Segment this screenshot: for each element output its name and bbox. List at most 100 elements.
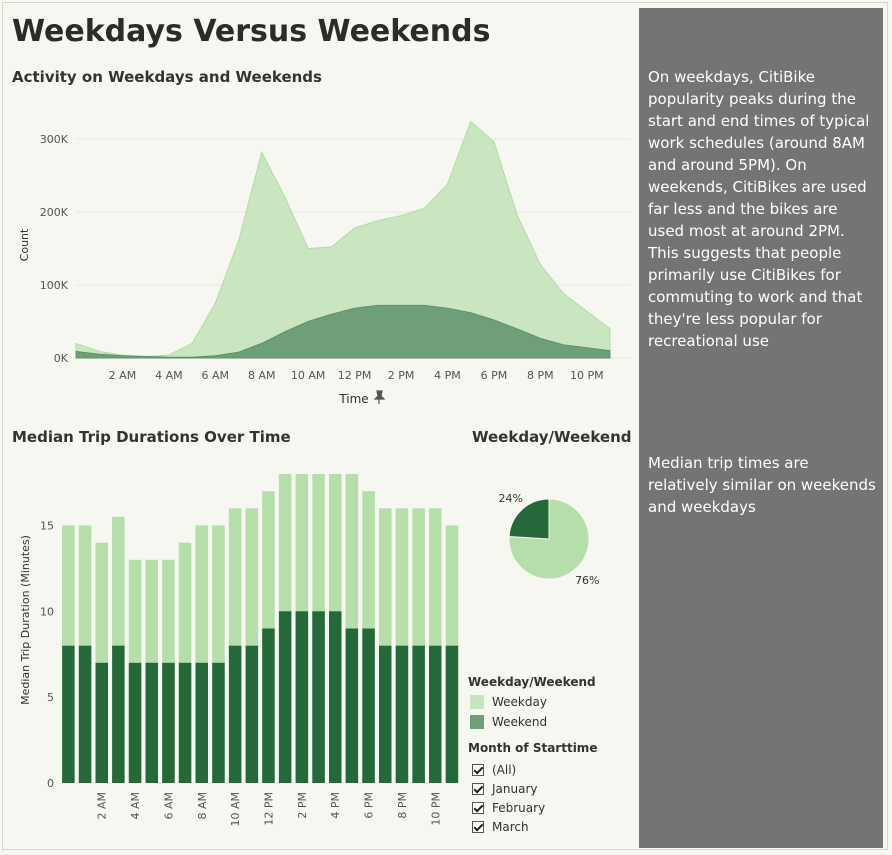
bar-x-tick-label: 2 AM — [96, 792, 109, 820]
area-series — [75, 120, 611, 359]
bar-y-tick-label: 10 — [40, 605, 54, 618]
bar-y-axis-label: Median Trip Duration (Minutes) — [19, 535, 32, 705]
area-y-ticks: 0K 100K 200K 300K — [40, 133, 69, 365]
month-filter-title: Month of Starttime — [468, 741, 598, 755]
dashboard-title: Weekdays Versus Weekends — [12, 14, 491, 49]
bar-x-tick-label: 10 PM — [429, 792, 442, 826]
area-x-tick-label: 10 AM — [291, 369, 326, 382]
area-chart-title: Activity on Weekdays and Weekends — [12, 68, 322, 86]
area-y-tick-label: 200K — [40, 206, 69, 219]
area-x-tick-label: 6 PM — [481, 369, 508, 382]
area-x-ticks: 2 AM 4 AM 6 AM 8 AM 10 AM 12 PM 2 PM 4 PM 6 PM 8 … — [109, 369, 604, 382]
weekday-weekend-pie-chart: 76% 24% — [498, 492, 599, 587]
bar-x-tick-label: 6 AM — [162, 792, 175, 820]
area-x-axis-label: Time — [338, 392, 368, 406]
area-x-tick-label: 8 AM — [248, 369, 276, 382]
bar-weekend[interactable] — [178, 662, 192, 783]
bar-weekend[interactable] — [278, 611, 292, 783]
bar-weekend[interactable] — [245, 645, 259, 783]
bar-weekend[interactable] — [362, 628, 375, 784]
legend-swatch-weekend — [470, 715, 484, 729]
area-x-tick-label: 10 PM — [570, 369, 604, 382]
area-y-tick-label: 100K — [40, 279, 69, 292]
bar-series — [62, 474, 459, 784]
bar-y-ticks: 0 5 10 15 — [40, 520, 54, 791]
bar-weekend[interactable] — [128, 662, 142, 783]
checkbox-all[interactable] — [472, 764, 484, 776]
area-y-axis-label: Count — [18, 228, 31, 261]
bar-weekend[interactable] — [429, 645, 442, 783]
area-y-tick-label: 300K — [40, 133, 69, 146]
bar-x-tick-label: 4 AM — [129, 792, 142, 820]
bar-x-tick-label: 6 PM — [363, 792, 376, 819]
bar-weekend[interactable] — [262, 628, 275, 784]
filter-option-march[interactable]: March — [472, 818, 529, 836]
pie-labels: 76% 24% — [498, 492, 599, 587]
bar-weekend[interactable] — [312, 611, 325, 783]
bar-weekend[interactable] — [212, 662, 225, 783]
bar-weekend[interactable] — [379, 645, 392, 783]
bar-y-tick-label: 15 — [40, 520, 54, 533]
bar-y-tick-label: 5 — [47, 691, 54, 704]
filter-option-february[interactable]: February — [472, 799, 545, 817]
area-x-tick-label: 4 PM — [434, 369, 461, 382]
area-x-tick-label: 6 AM — [202, 369, 230, 382]
bar-weekend[interactable] — [412, 645, 425, 783]
filter-label-all: (All) — [492, 763, 517, 777]
area-x-tick-label: 4 AM — [155, 369, 183, 382]
bar-x-tick-label: 12 PM — [263, 792, 276, 826]
bar-weekend[interactable] — [145, 662, 159, 783]
checkbox-march[interactable] — [472, 821, 484, 833]
bar-weekend[interactable] — [395, 645, 409, 783]
filter-label-january: January — [492, 782, 538, 796]
area-y-tick-label: 0K — [54, 352, 69, 365]
filter-option-january[interactable]: January — [472, 780, 538, 798]
checkbox-january[interactable] — [472, 783, 484, 795]
bar-weekend[interactable] — [295, 611, 309, 783]
bar-x-tick-label: 8 AM — [196, 792, 209, 820]
pie-slice-weekend[interactable] — [508, 498, 550, 540]
bar-weekend[interactable] — [78, 645, 92, 783]
filter-option-all[interactable]: (All) — [472, 761, 516, 779]
bar-weekend[interactable] — [112, 645, 125, 783]
bar-weekend[interactable] — [62, 645, 75, 783]
story-panel — [639, 8, 883, 848]
bar-y-tick-label: 0 — [47, 777, 54, 790]
bar-weekend[interactable] — [329, 611, 342, 783]
bar-weekend[interactable] — [162, 662, 175, 783]
pie-slices — [508, 498, 590, 580]
bar-x-tick-label: 2 PM — [296, 792, 309, 819]
filter-label-february: February — [492, 801, 546, 815]
bar-x-tick-label: 8 PM — [396, 792, 409, 819]
area-x-tick-label: 2 PM — [388, 369, 415, 382]
legend-swatch-weekday — [470, 695, 484, 709]
pin-icon[interactable] — [373, 390, 386, 404]
bar-x-tick-label: 10 AM — [229, 792, 242, 827]
bar-x-ticks: 2 AM 4 AM 6 AM 8 AM 10 AM 12 PM 2 PM 4 PM 6 PM 8 … — [96, 792, 443, 827]
filter-label-march: March — [492, 820, 529, 834]
bar-weekend[interactable] — [95, 662, 109, 783]
legend-title: Weekday/Weekend — [468, 675, 596, 689]
bar-weekend[interactable] — [228, 645, 242, 783]
pie-label-weekend: 24% — [498, 492, 522, 505]
area-x-tick-label: 12 PM — [338, 369, 372, 382]
bar-weekend[interactable] — [445, 645, 459, 783]
story-text-activity: On weekdays, CitiBike popularity peaks d… — [648, 68, 870, 350]
legend-label-weekend: Weekend — [492, 715, 548, 729]
area-series-weekend[interactable] — [75, 304, 611, 359]
bar-weekend[interactable] — [195, 662, 209, 783]
bar-weekend[interactable] — [345, 628, 359, 784]
pie-chart-title: Weekday/Weekend — [472, 428, 632, 446]
bar-chart-title: Median Trip Durations Over Time — [12, 428, 291, 446]
bar-x-tick-label: 4 PM — [329, 792, 342, 819]
checkbox-february[interactable] — [472, 802, 484, 814]
story-text-duration: Median trip times are relatively similar… — [648, 454, 876, 516]
pie-label-weekday: 76% — [575, 574, 599, 587]
area-series-weekday[interactable] — [75, 120, 611, 359]
legend-item-weekend[interactable]: Weekend — [470, 713, 547, 731]
trip-duration-bar-chart: 0 5 10 15 2 AM 4 AM 6 AM 8 AM 10 AM 12 PM 2 PM 4 P… — [19, 474, 459, 827]
area-x-tick-label: 8 PM — [527, 369, 554, 382]
activity-area-chart: 0K 100K 200K 300K 2 AM 4 AM 6 AM 8 AM 10 AM 12 P… — [18, 120, 630, 406]
area-x-tick-label: 2 AM — [109, 369, 137, 382]
legend-item-weekday[interactable]: Weekday — [470, 693, 547, 711]
